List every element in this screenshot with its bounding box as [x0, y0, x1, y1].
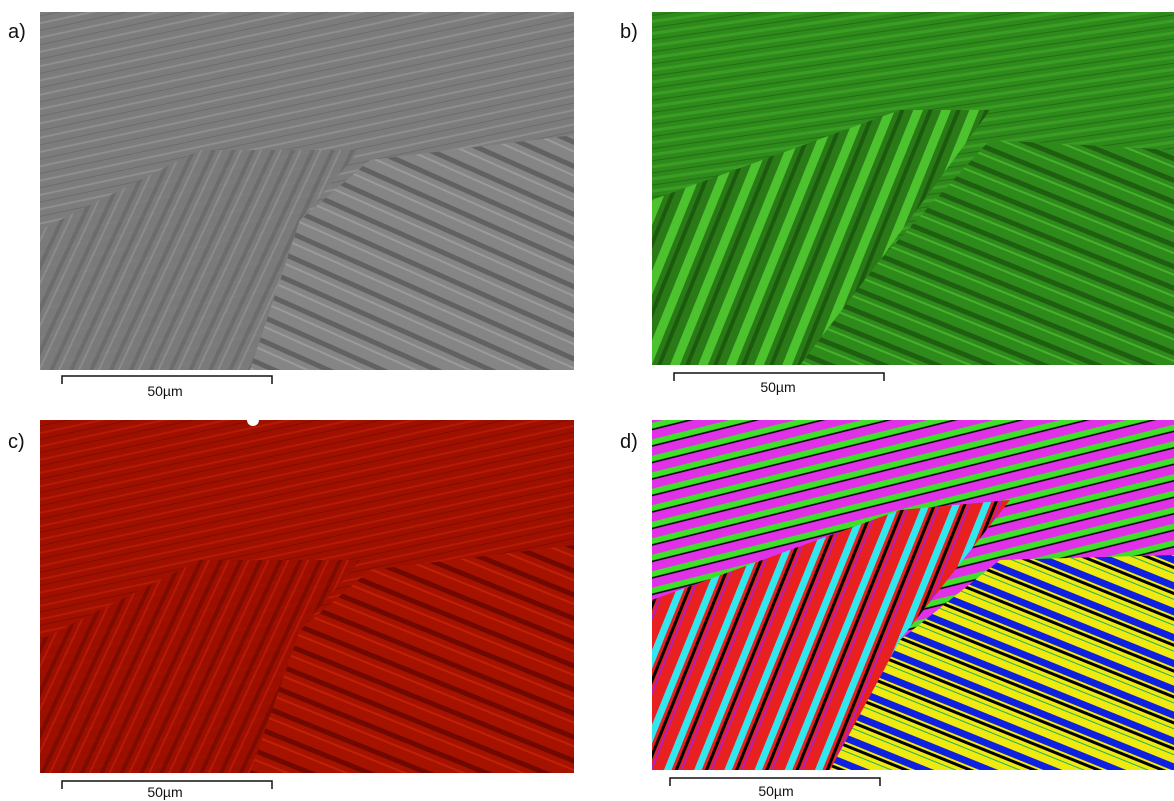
panel-a: a) 50µm: [8, 12, 574, 399]
scale-bar-label: 50µm: [147, 784, 182, 800]
panel-label: d): [620, 431, 638, 453]
scale-bar-label: 50µm: [760, 379, 795, 395]
panel-d: d) 50µm: [620, 420, 1174, 799]
scale-bar-label: 50µm: [147, 383, 182, 399]
scale-bar-label: 50µm: [758, 783, 793, 799]
panel-label: c): [8, 431, 25, 453]
panel-b: b) 50µm: [620, 12, 1174, 395]
panel-label: a): [8, 21, 26, 43]
panel-label: b): [620, 21, 638, 43]
panel-c: c) 50µm: [8, 414, 574, 800]
figure: a) 50µm b) 50µm c) 50µm d) 50µm: [0, 0, 1174, 801]
artifact: [247, 414, 259, 426]
